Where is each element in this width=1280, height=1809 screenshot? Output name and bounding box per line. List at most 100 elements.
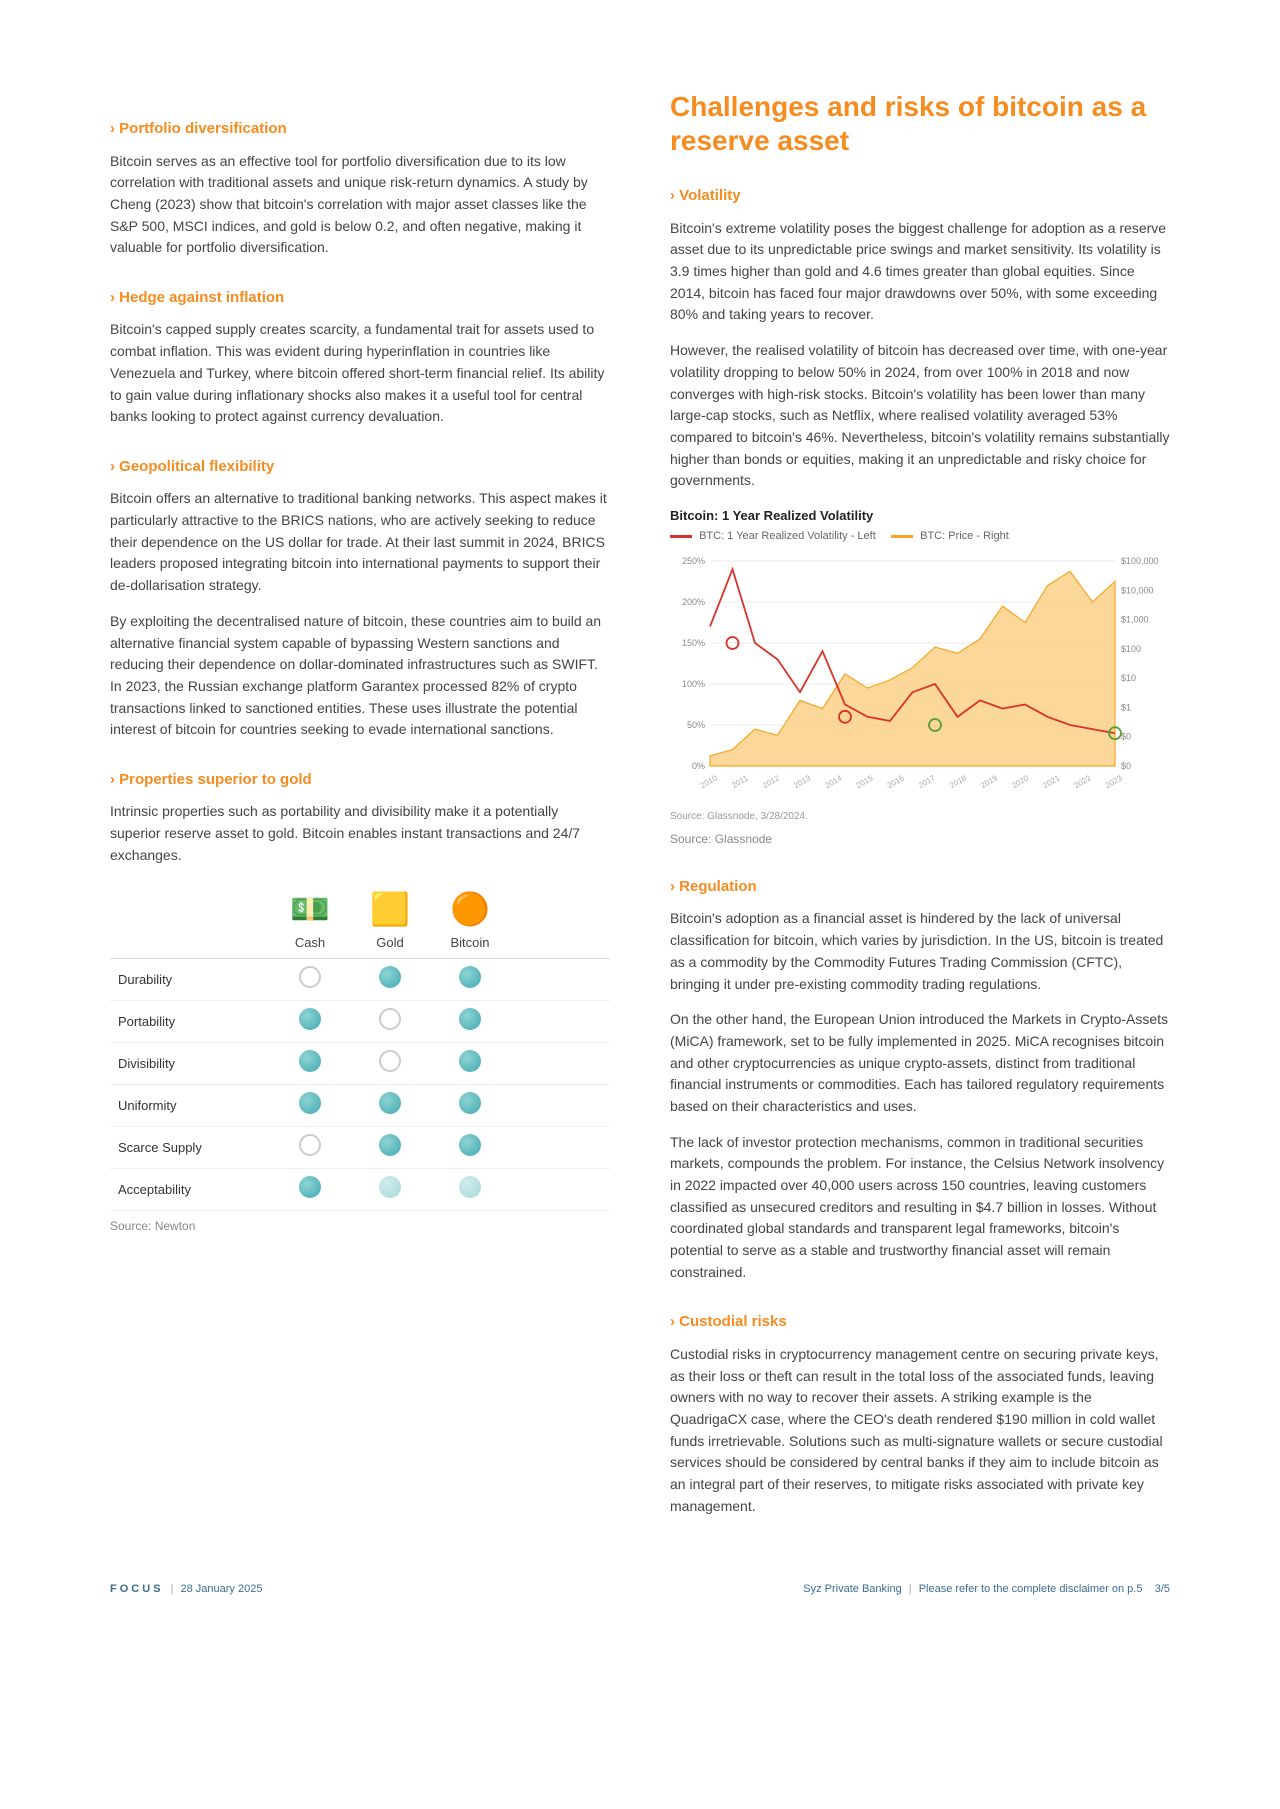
asset-icon: 🟠: [448, 885, 492, 929]
legend-label-vol: BTC: 1 Year Realized Volatility - Left: [699, 530, 876, 542]
dot-icon: [459, 1134, 481, 1156]
table-cell: [270, 1092, 350, 1120]
svg-text:250%: 250%: [682, 556, 705, 566]
dot-icon: [379, 1176, 401, 1198]
table-cell: [270, 1134, 350, 1162]
table-row: Durability: [110, 959, 610, 1001]
dot-icon: [379, 1008, 401, 1030]
footer-date: 28 January 2025: [180, 1583, 262, 1595]
dot-icon: [299, 1134, 321, 1156]
svg-text:$10,000: $10,000: [1121, 585, 1154, 595]
svg-text:$100: $100: [1121, 644, 1141, 654]
heading-regulation: Regulation: [670, 876, 1170, 899]
row-label: Acceptability: [110, 1180, 270, 1200]
table-cell: [350, 1008, 430, 1036]
asset-icon: 🟨: [368, 885, 412, 929]
text: Bitcoin's adoption as a financial asset …: [670, 908, 1170, 995]
svg-text:$100,000: $100,000: [1121, 556, 1159, 566]
asset-icon: 💵: [288, 885, 332, 929]
footer-disclaimer: Please refer to the complete disclaimer …: [919, 1583, 1143, 1595]
dot-icon: [299, 1176, 321, 1198]
row-label: Uniformity: [110, 1096, 270, 1116]
page-footer: FOCUS | 28 January 2025 Syz Private Bank…: [0, 1571, 1280, 1638]
footer-left: FOCUS | 28 January 2025: [110, 1581, 262, 1598]
chart-source: Source: Glassnode: [670, 830, 1170, 848]
table-col-header: 💵Cash: [270, 881, 350, 959]
svg-text:200%: 200%: [682, 597, 705, 607]
row-label: Divisibility: [110, 1054, 270, 1074]
heading-hedge-inflation: Hedge against inflation: [110, 287, 610, 310]
table-cell: [430, 1176, 510, 1204]
dot-icon: [459, 1050, 481, 1072]
svg-text:$1,000: $1,000: [1121, 615, 1149, 625]
chart-legend: BTC: 1 Year Realized Volatility - Left B…: [670, 528, 1170, 545]
chart-canvas: 0%50%100%150%200%250%$0$0$1$10$100$1,000…: [670, 551, 1170, 801]
text: However, the realised volatility of bitc…: [670, 340, 1170, 492]
text: Intrinsic properties such as portability…: [110, 801, 610, 866]
chart-inline-source: Source: Glassnode, 3/28/2024.: [670, 809, 1170, 824]
row-label: Portability: [110, 1012, 270, 1032]
table-cell: [350, 1176, 430, 1204]
heading-volatility: Volatility: [670, 185, 1170, 208]
footer-bank: Syz Private Banking: [803, 1583, 901, 1595]
table-row: Acceptability: [110, 1169, 610, 1211]
heading-geopolitical-flexibility: Geopolitical flexibility: [110, 456, 610, 479]
table-cell: [430, 1134, 510, 1162]
row-label: Scarce Supply: [110, 1138, 270, 1158]
dot-icon: [379, 1092, 401, 1114]
heading-portfolio-diversification: Portfolio diversification: [110, 118, 610, 141]
text: Bitcoin's capped supply creates scarcity…: [110, 319, 610, 427]
text: By exploiting the decentralised nature o…: [110, 611, 610, 741]
dot-icon: [459, 1092, 481, 1114]
svg-text:$10: $10: [1121, 673, 1136, 683]
text: On the other hand, the European Union in…: [670, 1009, 1170, 1117]
table-cell: [350, 1134, 430, 1162]
text: The lack of investor protection mechanis…: [670, 1132, 1170, 1284]
dot-icon: [459, 1176, 481, 1198]
footer-brand: FOCUS: [110, 1583, 164, 1595]
table-cell: [270, 1008, 350, 1036]
table-cell: [350, 966, 430, 994]
table-cell: [270, 1176, 350, 1204]
table-row: Portability: [110, 1001, 610, 1043]
legend-swatch-vol: [670, 535, 692, 538]
right-column: Challenges and risks of bitcoin as a res…: [670, 90, 1170, 1531]
dot-icon: [299, 966, 321, 988]
row-label: Durability: [110, 970, 270, 990]
dot-icon: [299, 1008, 321, 1030]
heading-properties-superior-gold: Properties superior to gold: [110, 769, 610, 792]
volatility-chart: Bitcoin: 1 Year Realized Volatility BTC:…: [670, 506, 1170, 824]
svg-text:$0: $0: [1121, 761, 1131, 771]
dot-icon: [299, 1050, 321, 1072]
svg-text:$1: $1: [1121, 702, 1131, 712]
table-cell: [350, 1092, 430, 1120]
table-cell: [350, 1050, 430, 1078]
dot-icon: [379, 1134, 401, 1156]
table-col-header: 🟨Gold: [350, 881, 430, 959]
table-row: Uniformity: [110, 1085, 610, 1127]
table-cell: [430, 1092, 510, 1120]
text: Bitcoin offers an alternative to traditi…: [110, 488, 610, 596]
heading-challenges-risks: Challenges and risks of bitcoin as a res…: [670, 90, 1170, 157]
svg-text:$0: $0: [1121, 732, 1131, 742]
table-row: Divisibility: [110, 1043, 610, 1085]
left-column: Portfolio diversification Bitcoin serves…: [110, 90, 610, 1531]
page-content: Portfolio diversification Bitcoin serves…: [0, 0, 1280, 1571]
text: Bitcoin serves as an effective tool for …: [110, 151, 610, 259]
chart-title: Bitcoin: 1 Year Realized Volatility: [670, 506, 1170, 526]
table-cell: [430, 966, 510, 994]
table-col-header: 🟠Bitcoin: [430, 881, 510, 959]
dot-icon: [379, 966, 401, 988]
text: Custodial risks in cryptocurrency manage…: [670, 1344, 1170, 1518]
dot-icon: [459, 1008, 481, 1030]
footer-page: 3/5: [1155, 1583, 1170, 1595]
svg-text:150%: 150%: [682, 638, 705, 648]
table-cell: [270, 966, 350, 994]
dot-icon: [379, 1050, 401, 1072]
svg-text:100%: 100%: [682, 679, 705, 689]
dot-icon: [459, 966, 481, 988]
table-source: Source: Newton: [110, 1217, 610, 1235]
svg-text:50%: 50%: [687, 720, 705, 730]
table-cell: [430, 1050, 510, 1078]
table-cell: [430, 1008, 510, 1036]
